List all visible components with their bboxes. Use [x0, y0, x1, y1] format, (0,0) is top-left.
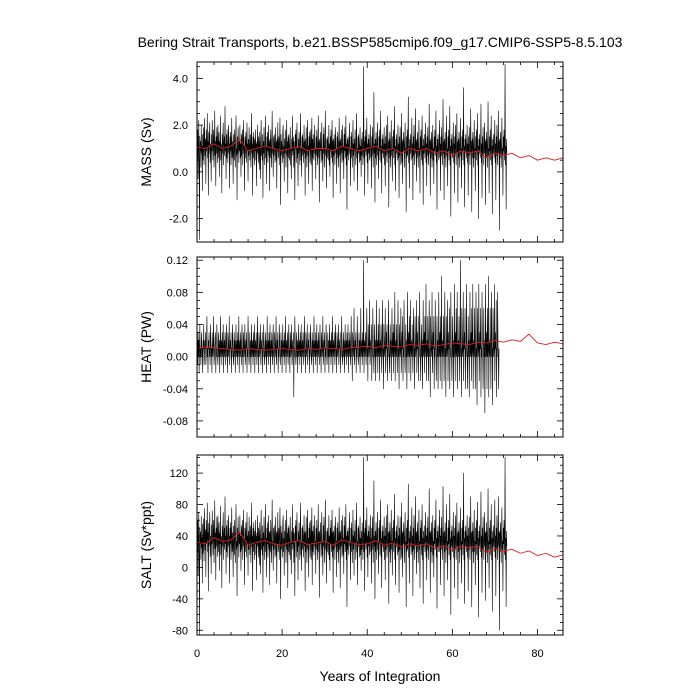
- series-line-smoothed: [196, 138, 564, 161]
- y-tick-label: -0.04: [163, 384, 188, 396]
- y-tick-label: 0.04: [167, 320, 188, 332]
- y-tick-label: 0.00: [167, 352, 188, 364]
- x-tick-label: 20: [276, 648, 288, 660]
- y-tick-label: 0.0: [173, 167, 188, 179]
- x-tick-label: 0: [194, 648, 200, 660]
- panel-salt: -80 -40 0 40 80 120 0 20 40 60 80 SALT (Sv*ppt): [138, 454, 564, 660]
- y-tick-label: -40: [172, 594, 188, 606]
- y-tick-label: 120: [170, 468, 188, 480]
- series-line-monthly: [196, 457, 508, 635]
- x-tick-label: 40: [361, 648, 373, 660]
- y-tick-label: 4.0: [173, 73, 188, 85]
- series-line-monthly: [196, 64, 508, 240]
- y-tick-label: 0.12: [167, 255, 188, 267]
- y-axis-label-salt: SALT (Sv*ppt): [138, 501, 154, 589]
- y-tick-label: 80: [176, 500, 188, 512]
- y-tick-label: -80: [172, 625, 188, 637]
- y-axis-label-heat: HEAT (PW): [138, 311, 154, 383]
- y-tick-label: 0.08: [167, 287, 188, 299]
- series-line-smoothed: [196, 531, 564, 558]
- y-tick-label: 2.0: [173, 120, 188, 132]
- plot-frame: [196, 256, 564, 438]
- y-tick-label: -2.0: [169, 214, 188, 226]
- x-tick-label: 60: [446, 648, 458, 660]
- x-axis-label: Years of Integration: [320, 668, 441, 684]
- plot-frame: [196, 61, 564, 243]
- chart-title: Bering Strait Transports, b.e21.BSSP585c…: [138, 34, 623, 50]
- y-axis-label-mass: MASS (Sv): [138, 117, 154, 186]
- y-tick-label: -0.08: [163, 416, 188, 428]
- panel-heat: -0.08 -0.04 0.00 0.04 0.08 0.12 HEAT (PW): [138, 255, 564, 438]
- y-tick-label: 40: [176, 531, 188, 543]
- x-tick-label: 80: [531, 648, 543, 660]
- series-line-smoothed: [196, 333, 564, 351]
- y-tick-label: 0: [182, 562, 188, 574]
- panel-mass: -2.0 0.0 2.0 4.0 MASS (Sv): [138, 61, 564, 243]
- plot-frame: [196, 454, 564, 636]
